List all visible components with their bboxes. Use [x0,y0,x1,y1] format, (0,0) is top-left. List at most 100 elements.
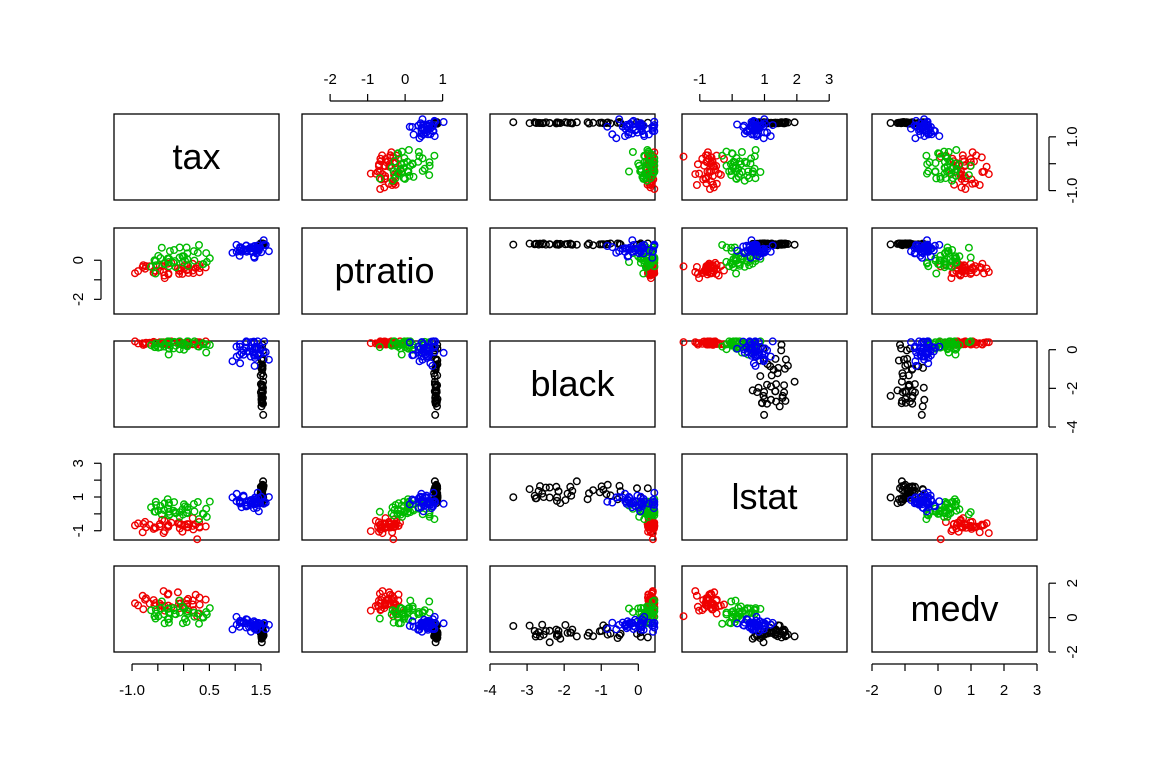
data-point-154 [264,355,273,364]
data-point-46 [679,262,688,271]
data-point-117 [375,507,384,516]
data-point-159 [408,495,417,504]
data-point-156 [239,245,248,254]
data-point-114 [718,342,727,351]
data-point-111 [944,147,953,156]
data-point-118 [396,619,405,628]
tick-label: -4 [1064,420,1081,433]
data-point-75 [155,522,164,531]
data-point-148 [417,129,426,138]
data-point-156 [760,245,769,254]
data-point-146 [637,621,646,630]
data-point-2 [777,346,786,355]
data-point-133 [910,342,919,351]
data-point-26 [903,360,912,369]
data-point-23 [530,240,539,249]
data-point-79 [376,154,385,163]
data-point-110 [406,596,415,605]
data-point-38 [257,391,266,400]
data-point-156 [239,350,248,359]
data-point-115 [952,497,961,506]
panel-frame [681,227,848,315]
data-point-158 [618,122,627,131]
tick-label: 2 [1064,579,1081,587]
data-point-116 [936,251,945,260]
data-point-46 [679,338,688,347]
data-point-20 [780,364,789,373]
data-point-39 [572,477,581,486]
data-point-108 [722,340,731,349]
data-point-48 [366,606,375,615]
data-point-148 [740,348,749,357]
tick-label: 0 [634,682,642,699]
data-point-155 [751,244,760,253]
data-point-32 [896,340,905,349]
data-point-114 [430,515,439,524]
panel-frame [113,113,280,201]
data-point-46 [936,535,945,544]
data-point-145 [746,338,755,347]
data-point-151 [766,132,775,141]
data-point-73 [134,267,143,276]
data-point-33 [760,410,769,419]
panel-medv-vs-black [489,565,659,653]
data-point-36 [257,395,266,404]
data-point-100 [156,604,165,613]
panel-tax-vs-medv [871,113,1038,201]
data-point-62 [711,166,720,175]
panel-medv-vs-tax [113,565,280,653]
data-point-64 [692,591,701,600]
data-point-110 [966,337,975,346]
data-point-64 [975,528,984,537]
data-point-39 [790,118,799,127]
data-point-158 [423,353,432,362]
data-point-105 [948,498,957,507]
data-point-116 [936,172,945,181]
data-point-39 [259,477,268,486]
data-point-104 [164,258,173,267]
data-point-59 [376,184,385,193]
data-point-158 [618,244,627,253]
data-point-111 [414,608,423,617]
data-point-101 [756,167,765,176]
data-point-118 [646,510,655,519]
data-point-152 [603,241,612,250]
data-point-141 [639,616,648,625]
data-point-110 [175,596,184,605]
panel-frame [301,453,468,541]
data-point-37 [553,630,562,639]
data-point-75 [704,172,713,181]
data-point-118 [396,510,405,519]
data-point-119 [165,247,174,256]
data-point-153 [915,337,924,346]
data-point-82 [193,498,202,507]
variable-label-lstat: lstat [731,476,797,517]
panel-black-vs-ptratio [301,337,468,428]
panel-black-vs-black: black [489,340,656,428]
data-point-100 [156,502,165,511]
data-point-15 [258,361,267,370]
data-point-86 [425,597,434,606]
data-point-148 [237,348,246,357]
data-point-78 [139,340,148,349]
data-point-148 [924,503,933,512]
data-point-119 [944,510,953,519]
data-point-132 [733,246,742,255]
data-point-157 [919,504,928,513]
tick-label: -3 [520,682,533,699]
data-point-153 [429,127,438,136]
tick-label: -4 [483,682,496,699]
data-point-114 [194,515,203,524]
tick-label: -1 [595,682,608,699]
data-point-77 [709,162,718,171]
data-point-114 [194,619,203,628]
data-point-115 [952,145,961,154]
panel-frame [681,113,848,201]
data-point-55 [160,516,169,525]
data-point-82 [415,152,424,161]
data-point-147 [430,348,439,357]
data-point-68 [201,595,210,604]
data-point-58 [966,158,975,167]
panel-frame [489,340,656,428]
data-point-148 [628,129,637,138]
